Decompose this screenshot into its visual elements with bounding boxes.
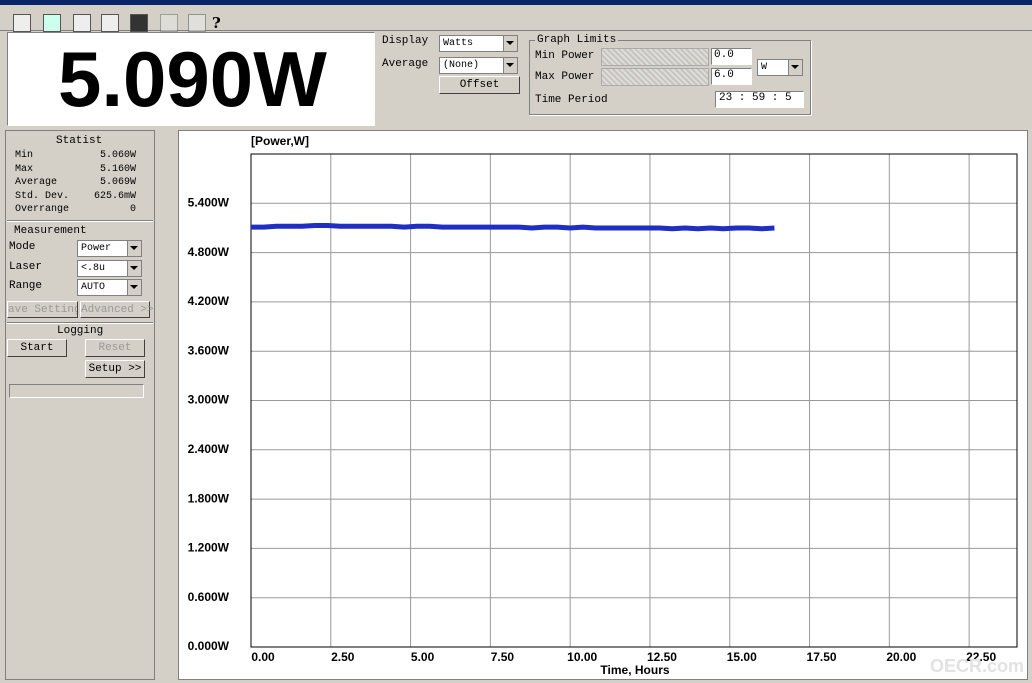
min-power-slider[interactable] <box>601 48 709 66</box>
plot-frame <box>250 153 1018 648</box>
y-tick-label: 5.400W <box>188 195 230 209</box>
y-tick-label: 1.800W <box>188 491 230 505</box>
time-period-label: Time Period <box>535 94 608 106</box>
time-period-value[interactable]: 23 : 59 : 5 <box>715 91 804 108</box>
measurement-label: Mode <box>9 241 36 253</box>
measurement-value: Power <box>81 243 112 254</box>
y-tick-label: 0.000W <box>188 639 230 653</box>
display-label: Display <box>382 35 429 47</box>
start-button[interactable]: Start <box>7 339 67 357</box>
x-tick-label: 15.00 <box>727 650 757 664</box>
stat-value: 0 <box>129 204 136 215</box>
x-axis-title: Time, Hours <box>600 663 669 677</box>
graph-limits-group <box>529 40 811 115</box>
display-select[interactable]: Watts <box>439 35 518 52</box>
stat-label: Overrange <box>15 204 70 215</box>
x-tick-label: 0.00 <box>251 650 275 664</box>
separator <box>7 322 153 324</box>
x-tick-label: 5.00 <box>411 650 435 664</box>
title-bar <box>0 0 1032 5</box>
unit-value: W <box>761 62 768 73</box>
stat-value: 5.060W <box>99 150 136 161</box>
toolbar-icon[interactable] <box>13 14 31 32</box>
stat-value: 5.160W <box>99 163 136 175</box>
average-select[interactable]: (None) <box>439 57 518 74</box>
measurement-value: AUTO <box>81 282 106 293</box>
display-value: Watts <box>443 38 474 49</box>
offset-button[interactable]: Offset <box>439 76 520 94</box>
toolbar-icon[interactable] <box>188 14 206 32</box>
stat-label: Min <box>15 150 34 161</box>
reading-display: 5.090W <box>7 32 375 126</box>
toolbar-icon[interactable] <box>73 14 91 32</box>
y-tick-label: 2.400W <box>188 442 230 456</box>
progress-bar <box>9 384 144 398</box>
stat-value: 5.069W <box>99 177 136 188</box>
toolbar-icon[interactable] <box>160 14 178 32</box>
measurement-select[interactable]: Power <box>77 240 142 257</box>
measurement-label: Range <box>9 280 43 292</box>
advanced-button[interactable]: Advanced >> <box>80 301 154 318</box>
x-tick-label: 22.50 <box>966 650 996 664</box>
y-tick-label: 3.600W <box>188 343 230 357</box>
max-power-slider[interactable] <box>601 68 709 86</box>
y-tick-label: 0.600W <box>188 590 230 604</box>
measurement-value: <.8u <box>81 262 106 274</box>
x-tick-label: 2.50 <box>331 650 355 664</box>
toolbar-icon[interactable] <box>43 14 61 32</box>
y-axis-title: [Power,W] <box>251 134 309 148</box>
average-value: (None) <box>443 60 480 71</box>
max-power-value[interactable]: 6.0 <box>711 68 752 85</box>
reading-value: 5.090W <box>58 35 327 123</box>
min-power-label: Min Power <box>535 50 595 62</box>
stat-label: Std. Dev. <box>15 190 70 202</box>
separator <box>7 220 153 222</box>
y-tick-label: 4.200W <box>188 294 230 308</box>
side-panel <box>5 130 155 680</box>
x-tick-label: 20.00 <box>886 650 916 664</box>
stat-value: 625.6mW <box>93 190 136 202</box>
toolbar-icon[interactable] <box>130 14 148 32</box>
measurement-label: Laser <box>9 260 43 273</box>
chart: [Power,W] Time, Hours 0.000W 0.600W 1.200W… <box>178 130 1028 680</box>
reset-button[interactable]: Reset <box>85 339 145 357</box>
x-tick-label: 7.50 <box>491 650 515 664</box>
watermark: OECR.com <box>930 656 1025 676</box>
toolbar: ? <box>0 5 1032 32</box>
average-label: Average <box>382 58 429 70</box>
toolbar-icon[interactable] <box>101 14 119 32</box>
save-setting-button[interactable]: ave Setting <box>7 301 78 318</box>
x-tick-label: 12.50 <box>647 650 677 664</box>
stat-label: Max <box>15 163 34 175</box>
x-tick-label: 17.50 <box>807 650 837 664</box>
graph-limits-title: Graph Limits <box>535 34 619 46</box>
stat-label: Average <box>15 177 58 188</box>
measurement-title: Measurement <box>14 225 87 237</box>
y-tick-label: 4.800W <box>188 245 230 259</box>
y-tick-label: 3.000W <box>188 393 230 407</box>
help-icon[interactable]: ? <box>212 14 221 32</box>
y-tick-label: 1.200W <box>188 541 230 555</box>
measurement-select[interactable]: AUTO <box>77 279 142 296</box>
data-line <box>251 222 775 232</box>
x-tick-label: 10.00 <box>567 650 597 664</box>
unit-select[interactable]: W <box>757 59 803 76</box>
statistics-title: Statist <box>56 135 103 147</box>
setup-button[interactable]: Setup >> <box>85 360 145 378</box>
logging-title: Logging <box>57 325 104 337</box>
max-power-label: Max Power <box>535 71 595 83</box>
min-power-value[interactable]: 0.0 <box>711 48 752 65</box>
measurement-select[interactable]: <.8u <box>77 259 142 277</box>
